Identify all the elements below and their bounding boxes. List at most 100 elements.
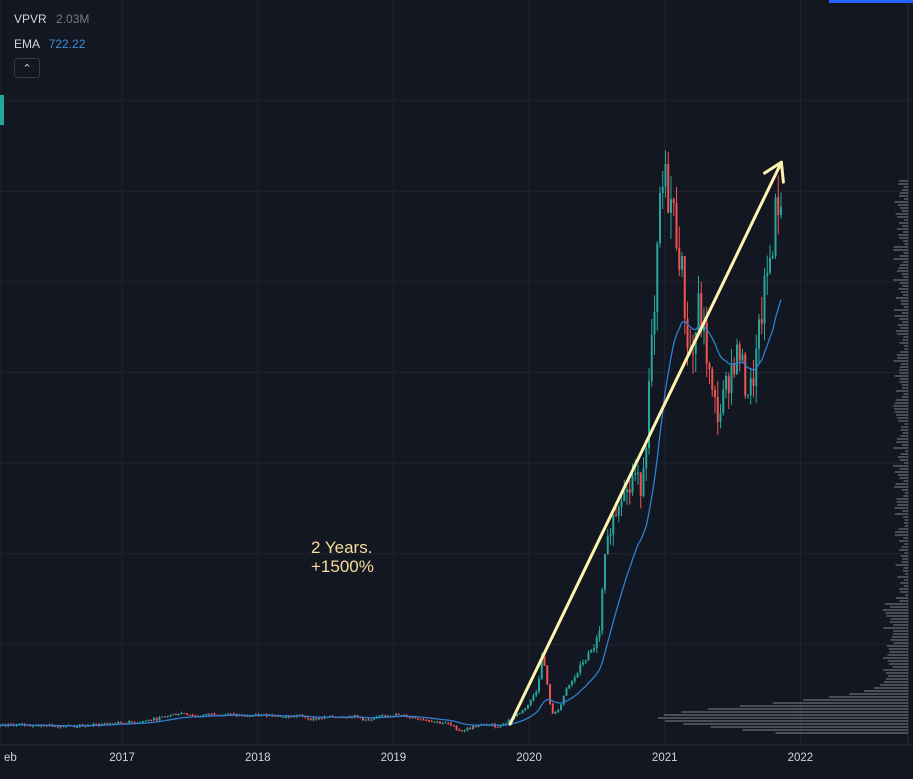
volume-profile-bar [899, 468, 908, 470]
volume-profile-bar [883, 681, 908, 683]
volume-profile-bar [898, 267, 908, 269]
candle-down [450, 723, 452, 726]
volume-profile-bar [900, 351, 908, 353]
candle-down [279, 715, 282, 718]
candle-down [692, 352, 694, 354]
volume-profile-bar [896, 501, 908, 503]
x-tick-label: eb [4, 752, 17, 764]
volume-profile-bar [902, 285, 908, 287]
candle-up [582, 662, 584, 665]
volume-profile-bar [889, 606, 908, 608]
trend-arrow-shaft [508, 160, 783, 726]
candle-up [444, 722, 447, 724]
candle-up [631, 475, 634, 493]
candle-down [62, 726, 65, 728]
annotation-line-2[interactable]: +1500% [311, 557, 374, 576]
volume-profile-bar [902, 225, 908, 227]
volume-profile-bar [902, 432, 908, 434]
volume-profile-bar [681, 711, 908, 713]
candle-down [461, 730, 463, 732]
candle-up [540, 656, 543, 679]
grid-layer [0, 0, 913, 746]
candle-down [439, 721, 441, 724]
ema-legend[interactable]: EMA 722.22 [14, 37, 85, 51]
candle-down [274, 715, 276, 717]
candle-up [579, 664, 582, 673]
candle-down [414, 717, 417, 719]
volume-profile-bar [897, 357, 908, 359]
candle-up [587, 652, 590, 661]
volume-profile-bar [904, 543, 908, 545]
candle-up [719, 413, 722, 422]
candle-down [98, 724, 100, 726]
ema-series [0, 299, 782, 727]
candle-up [565, 688, 568, 696]
candle-up [601, 589, 604, 632]
candle-down [752, 378, 755, 386]
trend-arrow[interactable] [508, 160, 785, 726]
candle-up [392, 715, 395, 717]
volume-profile-bar [883, 627, 908, 629]
candle-up [318, 718, 320, 720]
volume-profile-bar [903, 294, 908, 296]
volume-profile-bar [891, 636, 908, 638]
volume-profile-bar [893, 309, 908, 311]
volume-profile-bar [896, 441, 908, 443]
top-accent-bar [829, 0, 913, 3]
volume-profile-bar [886, 615, 908, 617]
candle-up [378, 715, 381, 717]
volume-profile-bar [899, 378, 908, 380]
candle-down [744, 354, 747, 396]
volume-profile-bar [899, 588, 908, 590]
volume-profile-bar [893, 360, 908, 362]
candle-down [95, 723, 98, 725]
volume-profile-bar [893, 633, 908, 635]
volume-profile-bar [897, 204, 908, 206]
volume-profile-bar [803, 699, 908, 701]
candle-down [111, 723, 114, 725]
candle-up [516, 714, 518, 717]
volume-profile-bar [849, 693, 908, 695]
candle-down [315, 718, 318, 720]
candle-up [576, 672, 579, 678]
volume-profile-bar [902, 276, 908, 278]
x-tick-label: 2017 [109, 752, 135, 764]
volume-profile-bar [898, 288, 908, 290]
vpvr-legend[interactable]: VPVR 2.03M [14, 12, 89, 26]
candle-up [395, 714, 397, 716]
candle-down [208, 713, 210, 715]
candle-up [623, 491, 626, 501]
volume-profile-bar [893, 630, 908, 632]
volume-profile-bar [895, 513, 908, 515]
candle-down [551, 704, 554, 714]
collapse-legend-button[interactable]: ⌃ [14, 58, 40, 78]
candle-down [708, 363, 711, 370]
candle-up [109, 723, 111, 725]
annotation-line-1[interactable]: 2 Years. [311, 538, 373, 557]
time-axis[interactable]: eb 2017 2018 2019 2020 2021 2022 [4, 752, 813, 764]
candle-down [320, 718, 323, 720]
volume-profile-bar [899, 540, 908, 542]
volume-profile-bar [900, 300, 908, 302]
candle-down [615, 515, 617, 517]
candle-up [210, 713, 213, 715]
candle-down [356, 715, 359, 717]
volume-profile-bar [710, 726, 908, 728]
candle-up [205, 713, 208, 715]
volume-profile-bar [895, 399, 908, 401]
volume-profile-bar [894, 201, 908, 203]
candle-up [571, 680, 573, 685]
volume-profile-bar [896, 228, 908, 230]
candle-up [54, 726, 56, 728]
volume-profile-bar [904, 198, 908, 200]
volume-profile-bar [903, 336, 908, 338]
candle-up [620, 500, 623, 507]
volume-profile-bar [886, 672, 908, 674]
candle-down [309, 718, 312, 721]
candle-up [285, 716, 287, 718]
candle-up [584, 660, 587, 663]
volume-profile-bar [901, 273, 908, 275]
volume-profile-bar [898, 528, 908, 530]
